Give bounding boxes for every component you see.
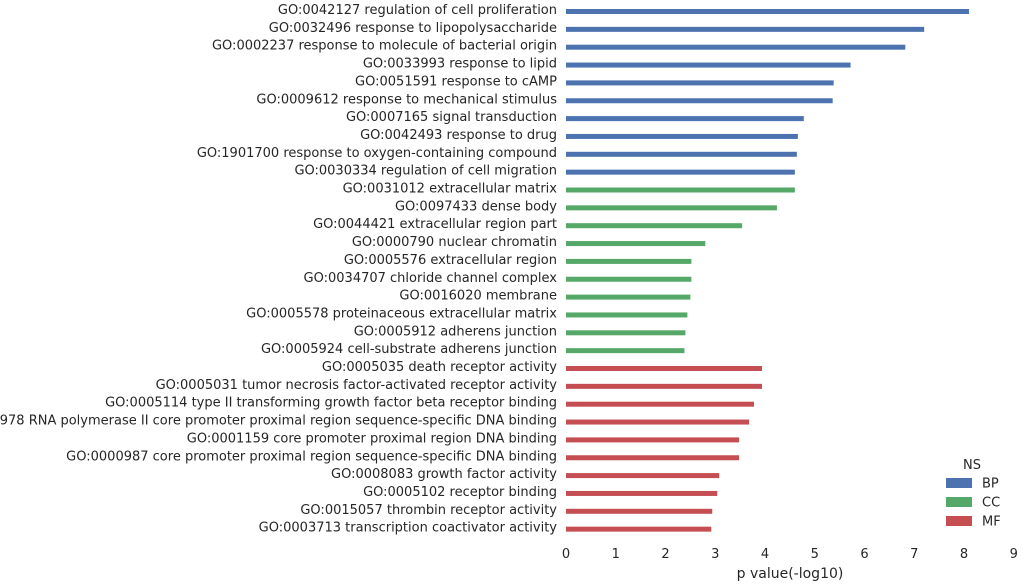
- bar-mf: [566, 508, 713, 514]
- bar-mf: [566, 455, 740, 461]
- y-tick-label: GO:0016020 membrane: [399, 289, 557, 304]
- y-tick-label: GO:0034707 chloride channel complex: [304, 271, 558, 286]
- y-tick-label: GO:0007165 signal transduction: [346, 110, 557, 125]
- y-tick-label: GO:0032496 response to lipopolysaccharid…: [269, 21, 557, 36]
- legend: NS BP CC MF: [946, 458, 1001, 530]
- y-tick-label: GO:0005114 type II transforming growth f…: [105, 396, 557, 411]
- bar-mf: [566, 366, 763, 371]
- y-tick-label: GO:0015057 thrombin receptor activity: [300, 503, 557, 518]
- y-tick-label: GO:0001159 core promoter proximal region…: [187, 431, 557, 446]
- legend-items: BP CC MF: [946, 477, 1001, 530]
- y-tick-label: GO:0044421 extracellular region part: [313, 217, 557, 232]
- bar-mf: [566, 401, 755, 407]
- y-tick-label: GO:0051591 response to cAMP: [355, 74, 557, 89]
- y-tick-label: GO:0005035 death receptor activity: [322, 360, 557, 375]
- bar-mf: [566, 419, 750, 425]
- y-tick-label: GO:0042493 response to drug: [360, 128, 557, 143]
- bar-bp: [566, 44, 906, 50]
- legend-title: NS: [963, 458, 981, 473]
- bar-mf: [566, 383, 763, 389]
- x-tick-label: 8: [960, 547, 968, 562]
- y-tick-label: GO:0000987 core promoter proximal region…: [66, 449, 557, 464]
- bar-bp: [566, 26, 925, 32]
- bar-cc: [566, 294, 691, 300]
- legend-label-bp: BP: [982, 477, 999, 492]
- y-tick-label: GO:0031012 extracellular matrix: [343, 182, 558, 197]
- bar-group: [566, 9, 969, 532]
- x-tick-label: 2: [661, 547, 669, 562]
- bar-bp: [566, 9, 969, 14]
- x-tick-label: 1: [612, 547, 620, 562]
- x-tick-label: 6: [860, 547, 868, 562]
- x-tick-label: 9: [1010, 547, 1018, 562]
- bar-cc: [566, 205, 777, 211]
- x-tick-label: 0: [562, 547, 570, 562]
- y-tick-label: GO:0042127 regulation of cell proliferat…: [278, 3, 557, 18]
- y-tick-label: GO:0005578 proteinaceous extracellular m…: [246, 306, 557, 321]
- bar-cc: [566, 187, 795, 193]
- x-axis-title: p value(-log10): [737, 566, 844, 582]
- x-tick-label: 3: [711, 547, 719, 562]
- bar-bp: [566, 80, 834, 86]
- x-tick-label: 7: [910, 547, 918, 562]
- y-tick-label: GO:0097433 dense body: [395, 199, 557, 214]
- x-tick-label: 5: [811, 547, 819, 562]
- y-tick-label: GO:0003713 transcription coactivator act…: [259, 521, 558, 536]
- bar-cc: [566, 223, 743, 229]
- bar-mf: [566, 526, 712, 532]
- y-tick-label: GO:0009612 response to mechanical stimul…: [256, 92, 557, 107]
- bar-bp: [566, 62, 851, 68]
- x-axis-ticks: 0 1 2 3 4 5 6 7 8 9: [562, 547, 1018, 562]
- bar-bp: [566, 98, 833, 104]
- legend-swatch-cc: [946, 497, 972, 507]
- y-tick-label: GO:0005576 extracellular region: [344, 253, 557, 268]
- y-tick-label: GO:0000978 RNA polymerase II core promot…: [0, 414, 557, 429]
- bar-cc: [566, 348, 685, 354]
- y-tick-label: GO:0033993 response to lipid: [363, 57, 557, 72]
- y-tick-label: GO:0005031 tumor necrosis factor-activat…: [156, 378, 558, 393]
- y-tick-label: GO:0000790 nuclear chromatin: [352, 235, 557, 250]
- y-axis-labels: GO:0042127 regulation of cell proliferat…: [0, 3, 557, 536]
- y-tick-label: GO:0005102 receptor binding: [363, 485, 557, 500]
- legend-label-mf: MF: [982, 515, 1001, 530]
- y-tick-label: GO:1901700 response to oxygen-containing…: [197, 146, 557, 161]
- legend-swatch-bp: [946, 478, 972, 488]
- legend-label-cc: CC: [982, 496, 1000, 511]
- bar-mf: [566, 473, 720, 479]
- y-tick-label: GO:0005912 adherens junction: [354, 324, 557, 339]
- y-tick-label: GO:0005924 cell-substrate adherens junct…: [261, 342, 557, 357]
- bar-mf: [566, 490, 718, 496]
- bar-bp: [566, 169, 795, 175]
- bar-mf: [566, 437, 740, 443]
- legend-swatch-mf: [946, 516, 972, 526]
- bar-bp: [566, 151, 797, 157]
- bar-bp: [566, 116, 804, 122]
- y-tick-label: GO:0008083 growth factor activity: [331, 467, 557, 482]
- x-tick-label: 4: [761, 547, 769, 562]
- bar-bp: [566, 133, 798, 139]
- bar-cc: [566, 258, 692, 264]
- bar-cc: [566, 241, 706, 247]
- bar-cc: [566, 330, 686, 336]
- y-tick-label: GO:0002237 response to molecule of bacte…: [212, 39, 557, 54]
- y-tick-label: GO:0030334 regulation of cell migration: [294, 164, 557, 179]
- bar-cc: [566, 312, 688, 318]
- bar-cc: [566, 276, 692, 282]
